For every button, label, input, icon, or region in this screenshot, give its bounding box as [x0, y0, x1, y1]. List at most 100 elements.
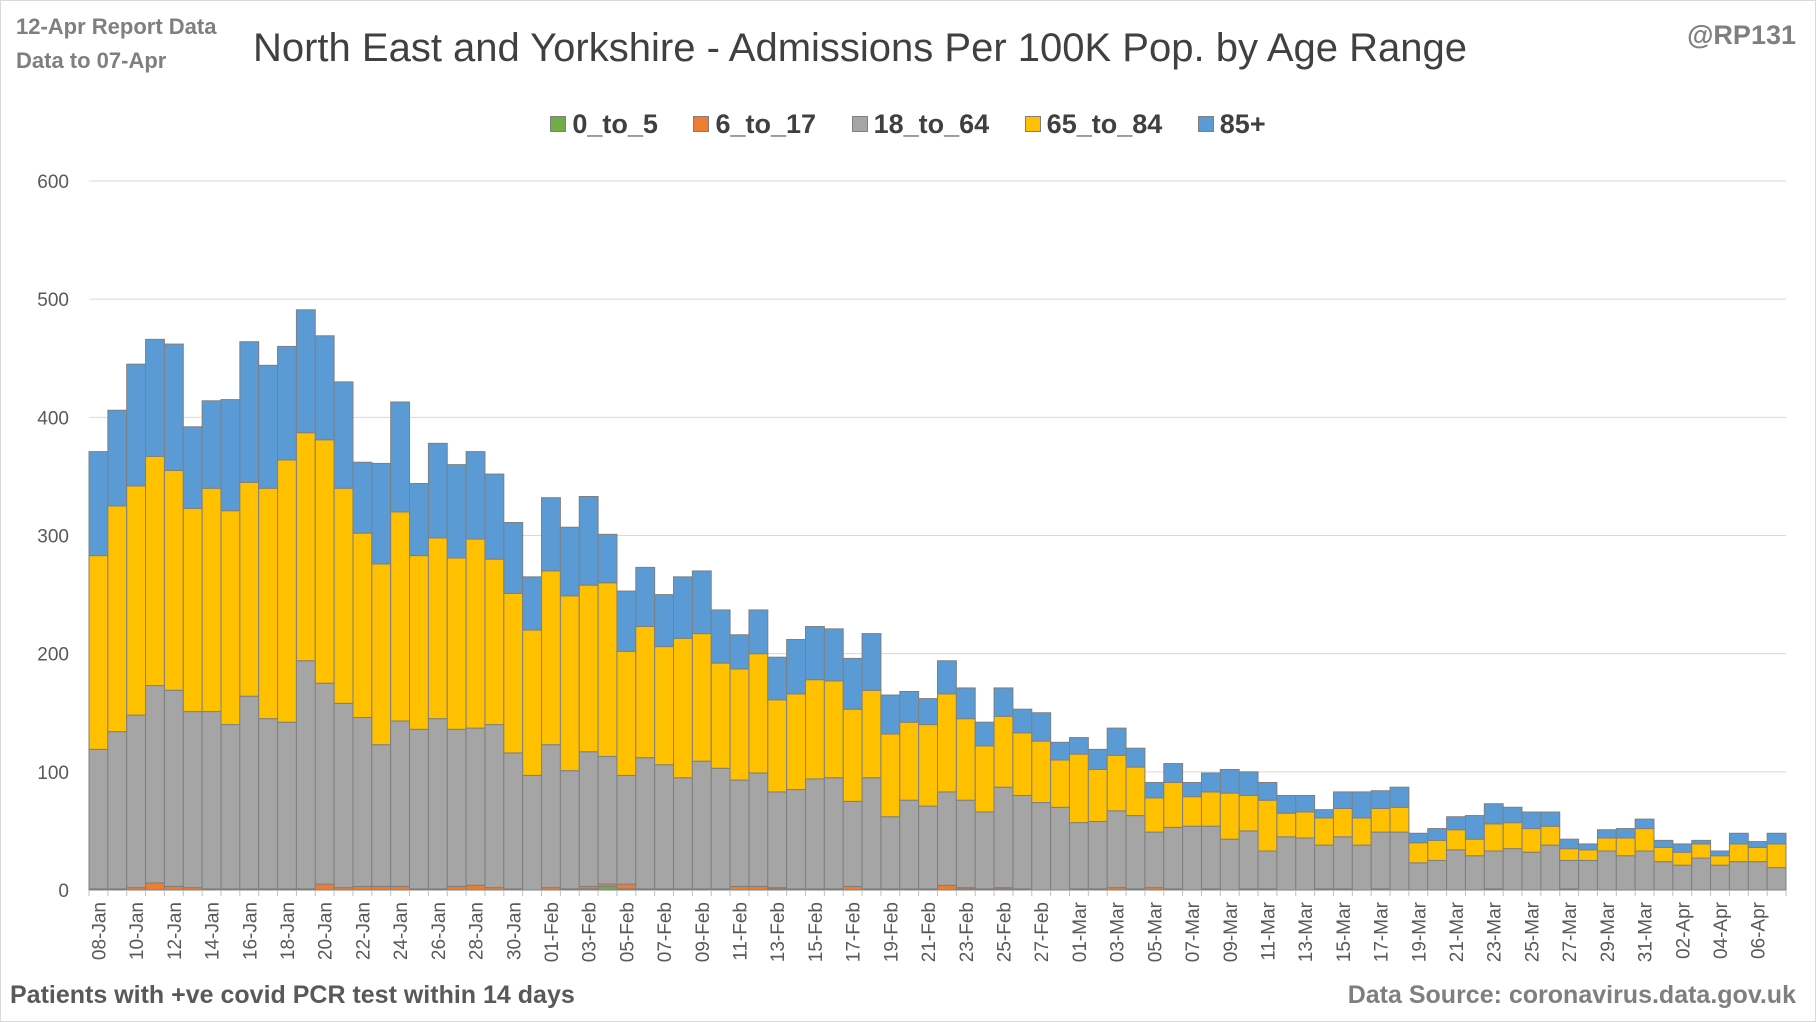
bar-segment: [1012, 708, 1033, 734]
bar-segment: [277, 721, 297, 890]
bar-segment: [1031, 740, 1052, 804]
bar-segment: [1050, 806, 1070, 891]
bar-segment: [673, 576, 693, 639]
x-tick-label: 06-Apr: [1749, 901, 1770, 959]
x-tick-label: 03-Mar: [1108, 901, 1129, 962]
bar-segment: [503, 522, 524, 594]
chart-title: North East and Yorkshire - Admissions Pe…: [252, 26, 1468, 70]
bar-segment: [937, 660, 957, 695]
bar-segment: [163, 689, 184, 887]
bar-segment: [1182, 825, 1202, 891]
bar-segment: [427, 442, 448, 539]
x-tick-label: 01-Feb: [542, 902, 563, 962]
bar-segment: [1276, 836, 1297, 891]
bar-segment: [1540, 825, 1561, 846]
bar-segment: [258, 487, 279, 720]
bar-segment: [1276, 794, 1297, 814]
bar-segment: [1351, 791, 1372, 819]
bar-segment: [522, 774, 543, 891]
y-tick-label: 400: [37, 408, 69, 429]
bar-segment: [786, 789, 807, 890]
legend-item-85-plus: 85+: [1197, 109, 1266, 140]
bar-segment: [409, 483, 429, 557]
bar-segment: [1238, 771, 1259, 796]
x-tick-label: 24-Jan: [391, 902, 412, 960]
bar-segment: [314, 439, 335, 684]
bar-segment: [1144, 781, 1165, 799]
bar-segment: [729, 885, 750, 891]
bar-segment: [597, 533, 618, 584]
x-tick-label: 16-Jan: [240, 902, 261, 960]
bar-segment: [1559, 838, 1580, 850]
bar-segment: [823, 777, 844, 890]
bar-segment: [371, 885, 392, 891]
bar-segment: [786, 638, 807, 695]
bar-segment: [1087, 820, 1108, 890]
bar-segment: [1483, 823, 1504, 852]
x-tick-label: 08-Jan: [89, 902, 110, 960]
bar-segment: [88, 555, 109, 750]
bar-segment: [1219, 768, 1240, 794]
bar-segment: [295, 309, 316, 434]
bar-segment: [1068, 737, 1089, 755]
bar-segment: [1295, 837, 1316, 891]
bar-segment: [1125, 766, 1146, 817]
bar-segment: [861, 777, 882, 890]
bar-segment: [1502, 806, 1523, 824]
bar-segment: [748, 885, 769, 891]
bar-segment: [1446, 849, 1466, 891]
bar-segment: [1012, 794, 1033, 890]
x-tick-label: 02-Apr: [1673, 901, 1694, 959]
bar-segment: [880, 733, 901, 818]
bar-segment: [767, 699, 788, 793]
bar-segment: [145, 455, 165, 687]
bar-segment: [1653, 846, 1674, 863]
bar-segment: [1257, 781, 1278, 801]
x-tick-label: 05-Mar: [1145, 901, 1166, 962]
bar-segment: [484, 724, 505, 889]
bar-segment: [1766, 832, 1787, 845]
x-tick-label: 31-Mar: [1636, 901, 1657, 962]
bar-segment: [1728, 861, 1749, 891]
bar-segment: [541, 497, 561, 572]
bar-segment: [880, 816, 901, 890]
bar-segment: [1464, 815, 1485, 840]
legend-label-0-to-5: 0_to_5: [572, 108, 658, 139]
bar-segment: [1314, 809, 1334, 819]
bar-segment: [182, 711, 203, 889]
bar-segment: [220, 510, 241, 726]
bar-segment: [446, 728, 467, 887]
x-tick-label: 23-Mar: [1485, 901, 1506, 962]
x-tick-label: 23-Feb: [957, 902, 978, 962]
bar-segment: [1106, 754, 1127, 812]
bar-segment: [1521, 828, 1542, 853]
bar-segment: [390, 511, 411, 722]
bar-segment: [409, 555, 429, 730]
bar-segment: [1728, 843, 1749, 863]
bar-segment: [465, 884, 486, 891]
x-tick-label: 07-Feb: [655, 902, 676, 962]
bar-segment: [333, 702, 354, 889]
x-tick-label: 25-Mar: [1522, 901, 1543, 962]
bar-segment: [295, 660, 316, 890]
legend-swatch-6-to-17: [693, 116, 710, 132]
x-tick-label: 11-Mar: [1258, 901, 1279, 960]
bar-segment: [1200, 825, 1221, 890]
x-tick-label: 22-Jan: [353, 902, 374, 960]
bar-segment: [673, 777, 693, 890]
bar-segment: [145, 338, 165, 457]
bar-segment: [823, 680, 844, 779]
x-tick-label: 18-Jan: [278, 902, 299, 960]
bar-segment: [1483, 803, 1504, 825]
bar-segment: [88, 451, 109, 557]
bar-segment: [1087, 748, 1108, 770]
bar-segment: [899, 690, 920, 723]
bar-segment: [955, 687, 976, 720]
bar-segment: [1125, 747, 1146, 768]
bar-segment: [1710, 855, 1730, 866]
bar-segment: [145, 685, 165, 884]
bar-segment: [635, 566, 656, 627]
bar-segment: [1710, 864, 1730, 891]
bar-segment: [1200, 791, 1221, 827]
x-tick-label: 17-Feb: [844, 902, 865, 962]
